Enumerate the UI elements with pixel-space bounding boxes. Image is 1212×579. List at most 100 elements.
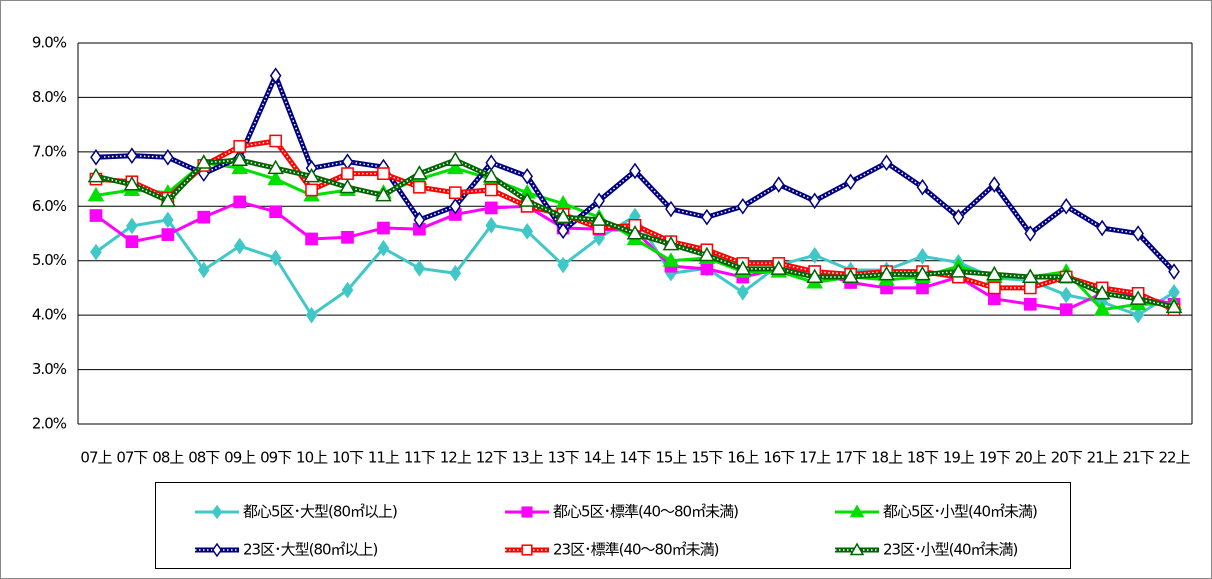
y-tick-label: 3.0% [32,360,67,378]
point-marker [593,192,605,210]
point-marker [341,281,354,299]
point-marker [267,170,284,186]
point-marker [880,154,893,172]
point-marker [701,208,713,226]
point-marker [449,264,462,282]
point-marker [554,208,572,224]
x-tick-label: 18上 [871,449,903,467]
x-tick-label: 17下 [835,449,867,467]
x-tick-label: 21上 [1087,449,1119,467]
point-marker [447,151,464,167]
point-marker [89,209,103,222]
point-marker [662,235,680,251]
x-tick-label: 08下 [188,449,220,467]
point-marker [269,205,282,219]
point-marker [159,192,177,207]
point-marker [916,178,929,196]
legend-marker [849,504,865,518]
point-marker [1060,197,1073,215]
point-marker [878,265,895,281]
y-tick-label: 8.0% [32,88,67,106]
x-tick-label: 09下 [260,449,292,467]
point-marker [521,223,534,240]
x-tick-label: 18下 [907,449,939,467]
point-marker [197,210,211,224]
point-marker [842,268,859,284]
point-marker [231,159,249,175]
point-marker [87,167,105,183]
point-marker [125,235,139,249]
x-tick-label: 15下 [691,449,723,467]
y-tick-label: 2.0% [32,415,67,433]
point-marker [267,159,284,175]
point-marker [233,195,247,209]
x-tick-label: 13上 [512,449,544,467]
x-tick-label: 20上 [1015,449,1047,467]
point-marker [521,168,534,185]
point-marker [484,183,498,197]
x-tick-label: 16上 [727,449,759,467]
x-tick-label: 14下 [619,449,651,467]
point-marker [1023,281,1037,295]
legend-marker [211,504,223,520]
point-marker [377,167,390,180]
point-marker [90,243,102,261]
point-marker [626,224,644,240]
point-marker [1093,284,1111,300]
point-marker [808,246,821,264]
x-tick-label: 20下 [1051,449,1083,467]
point-marker [772,176,785,193]
point-marker [375,186,392,202]
point-marker [518,192,536,207]
point-marker [269,67,282,84]
y-tick-label: 5.0% [32,251,67,269]
legend-label: 都心5区･標準(40～80㎡未満) [553,503,738,521]
x-tick-label: 19上 [943,449,975,467]
point-marker [734,260,752,275]
point-marker [197,261,210,279]
point-marker [1021,268,1039,284]
point-marker [950,263,967,278]
point-marker [413,211,426,229]
point-marker [736,197,749,215]
point-marker [162,148,174,166]
point-marker [305,183,318,197]
x-tick-label: 11上 [368,449,400,467]
legend-label: 23区･小型(40㎡未満) [883,541,1018,559]
x-tick-label: 16下 [763,449,795,467]
point-marker [126,147,138,164]
point-marker [126,217,138,235]
x-tick-label: 07下 [116,449,148,467]
legend-marker [211,542,223,558]
point-marker [629,162,641,180]
point-marker [1132,306,1144,324]
point-marker [1129,290,1147,305]
point-marker [447,159,464,175]
point-marker [1057,268,1075,284]
point-marker [1059,303,1073,317]
point-marker [449,197,462,215]
point-marker [484,201,498,215]
point-marker [162,211,174,229]
point-marker [988,292,1001,306]
point-marker [988,176,1001,193]
point-marker [662,252,680,267]
point-marker [233,237,246,255]
point-marker [485,217,498,234]
x-tick-label: 12下 [476,449,508,467]
legend-label: 23区･大型(80㎡以上) [243,541,378,559]
point-marker [590,211,608,226]
point-marker [339,178,356,194]
point-marker [195,154,213,169]
point-marker [123,176,141,191]
x-tick-label: 12上 [440,449,472,467]
point-marker [269,249,282,267]
legend-label: 23区･標準(40～80㎡未満) [553,541,719,559]
point-marker [806,268,823,284]
x-tick-label: 07上 [80,449,112,467]
point-marker [914,265,931,281]
point-marker [808,192,821,210]
legend-marker [849,542,865,556]
point-marker [341,167,354,180]
point-marker [557,222,569,240]
